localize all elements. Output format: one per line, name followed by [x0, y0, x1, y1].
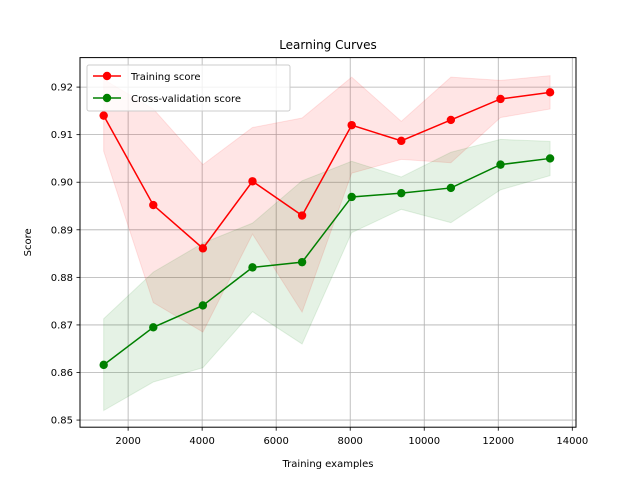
y-tick-label: 0.86: [51, 368, 73, 379]
point-training: [446, 115, 456, 125]
point-cross-validation: [397, 188, 406, 198]
x-tick-label: 4000: [189, 436, 214, 447]
band-cross-validation: [103, 138, 551, 412]
y-tick-label: 0.91: [51, 130, 73, 141]
legend-label-cross-validation: Cross-validation score: [131, 94, 241, 105]
chart-title: Learning Curves: [279, 38, 377, 52]
series-markers: [99, 88, 555, 370]
x-tick-label: 8000: [337, 436, 362, 447]
point-training: [149, 200, 158, 210]
y-tick-label: 0.92: [51, 83, 73, 94]
point-cross-validation: [248, 263, 257, 272]
point-training: [347, 120, 356, 130]
point-cross-validation: [446, 183, 456, 193]
series-lines: [103, 91, 551, 366]
x-tick-label: 2000: [115, 436, 140, 447]
band-training: [103, 75, 551, 333]
y-tick-label: 0.88: [51, 273, 73, 284]
point-training: [496, 94, 505, 104]
point-cross-validation: [496, 160, 505, 169]
y-tick-label: 0.89: [51, 225, 73, 236]
legend-label-training: Training score: [130, 72, 201, 83]
x-tick-label: 10000: [408, 436, 440, 447]
point-cross-validation: [198, 301, 208, 310]
point-cross-validation: [149, 323, 158, 332]
x-tick-label: 6000: [263, 436, 288, 447]
point-cross-validation: [99, 360, 108, 370]
y-tick-label: 0.87: [51, 320, 73, 331]
y-tick-label: 0.85: [51, 416, 73, 427]
line-training: [103, 91, 551, 250]
point-training: [545, 88, 555, 97]
x-axis-label: Training examples: [282, 459, 374, 470]
point-training: [248, 177, 257, 186]
line-cross-validation: [103, 157, 551, 366]
x-tick-label: 12000: [482, 436, 514, 447]
point-training: [99, 111, 108, 120]
legend: Training score Cross-validation score: [86, 64, 291, 112]
axis-ticks: 2000 4000 6000 8000 10000 12000 14000 0.85 0.86 0…: [51, 83, 588, 448]
x-tick-label: 14000: [556, 436, 588, 447]
plot-area-frame: [79, 57, 577, 428]
legend-marker-cross-validation: [102, 93, 112, 103]
y-axis-label: Score: [23, 228, 34, 256]
point-cross-validation: [545, 154, 555, 163]
point-training: [198, 244, 208, 253]
y-tick-label: 0.90: [51, 178, 73, 189]
point-training: [297, 211, 307, 220]
confidence-bands: [103, 75, 551, 412]
legend-marker-training: [102, 71, 112, 81]
point-cross-validation: [297, 257, 307, 267]
legend-box: [86, 64, 291, 112]
grid: [80, 57, 576, 428]
point-training: [397, 136, 406, 146]
point-cross-validation: [347, 192, 356, 202]
